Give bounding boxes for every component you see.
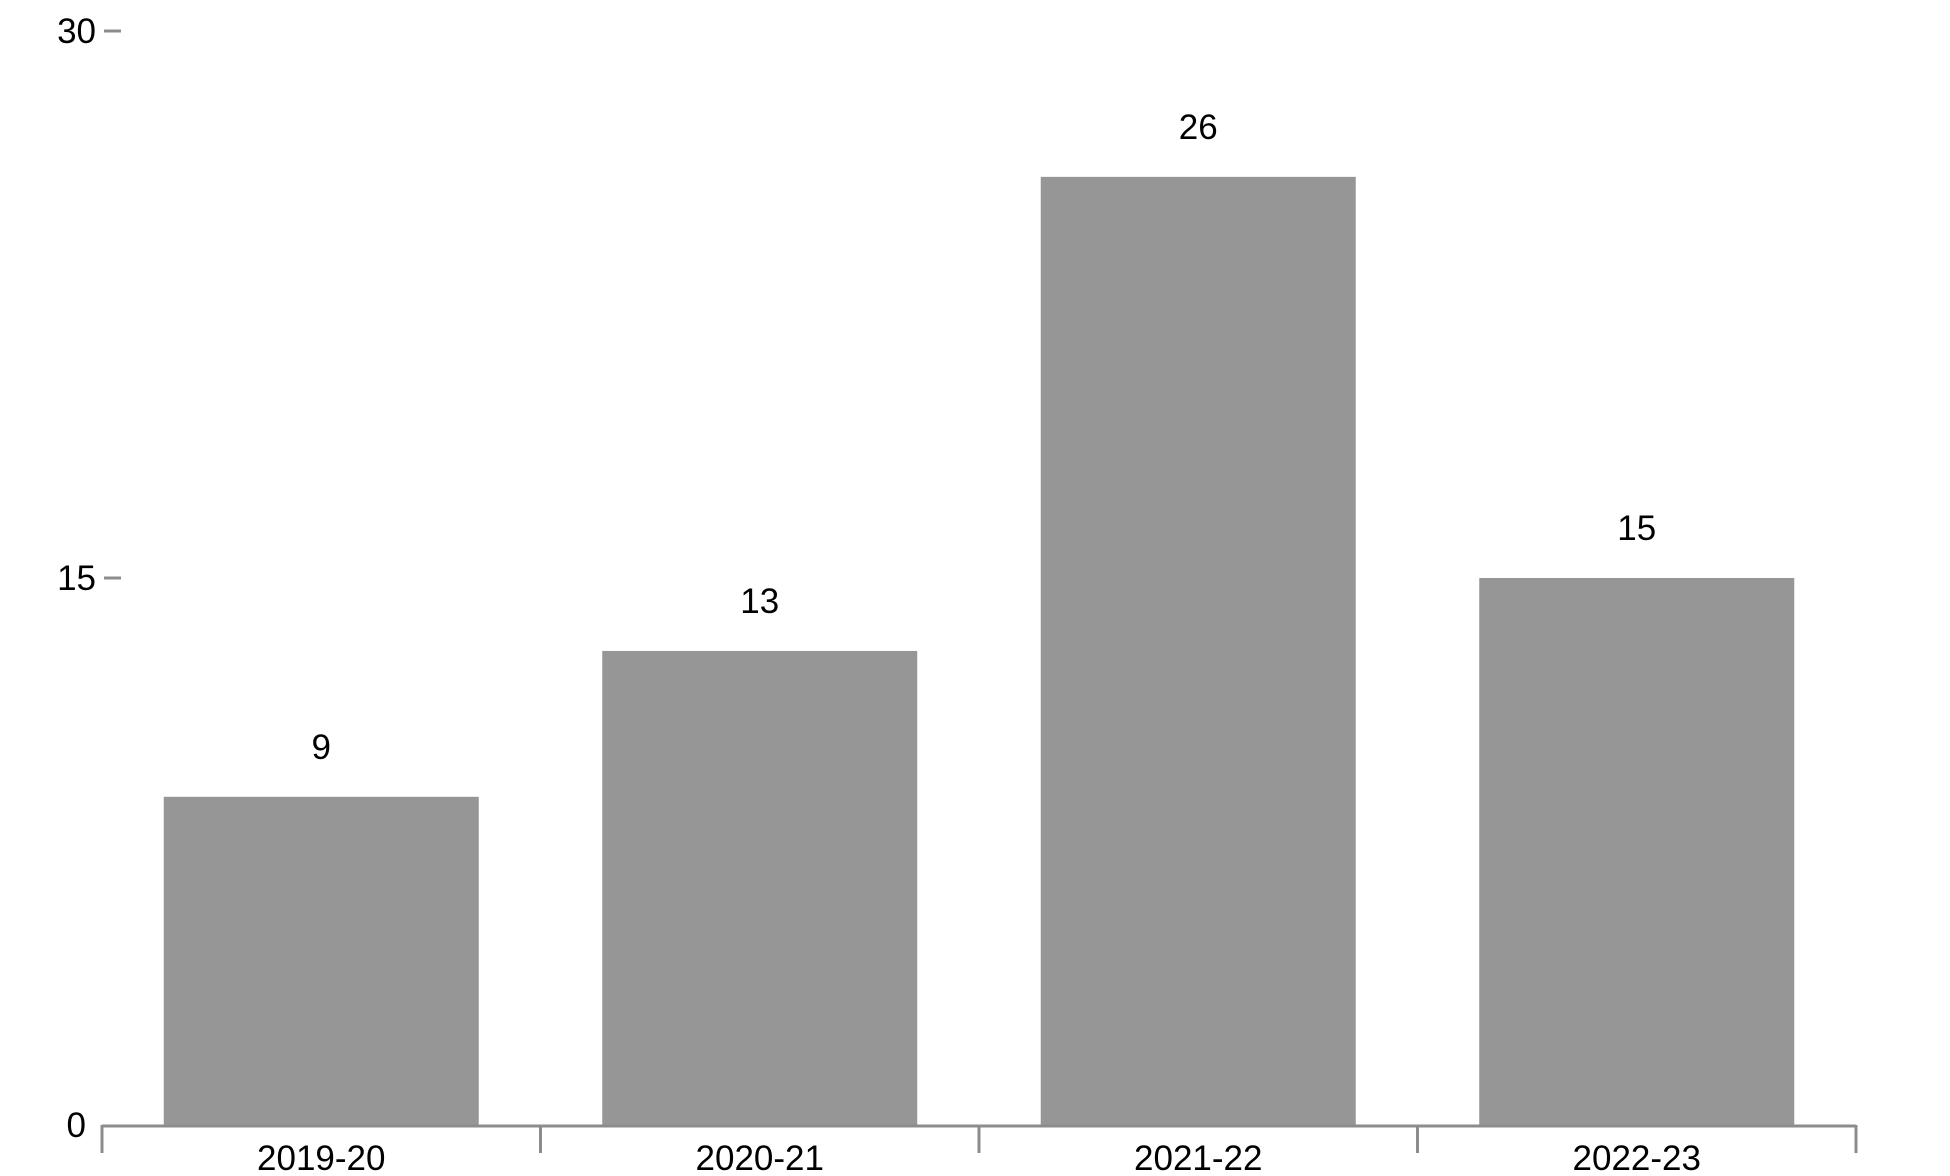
bar [602,650,918,1125]
y-tick-label: 15 [57,559,96,598]
bar [163,796,479,1125]
x-tick-label: 2019-20 [257,1139,385,1176]
x-tick-label: 2020-21 [696,1139,824,1176]
data-label: 26 [1179,108,1218,147]
data-label: 9 [312,728,331,767]
y-tick-label: 0 [67,1106,86,1145]
y-tick-label: 30 [57,12,96,51]
data-label: 15 [1617,509,1656,548]
bar [1040,176,1356,1125]
x-tick-label: 2021-22 [1134,1139,1262,1176]
data-label: 13 [740,582,779,621]
bar [1479,578,1795,1125]
x-tick-label: 2022-23 [1573,1139,1701,1176]
